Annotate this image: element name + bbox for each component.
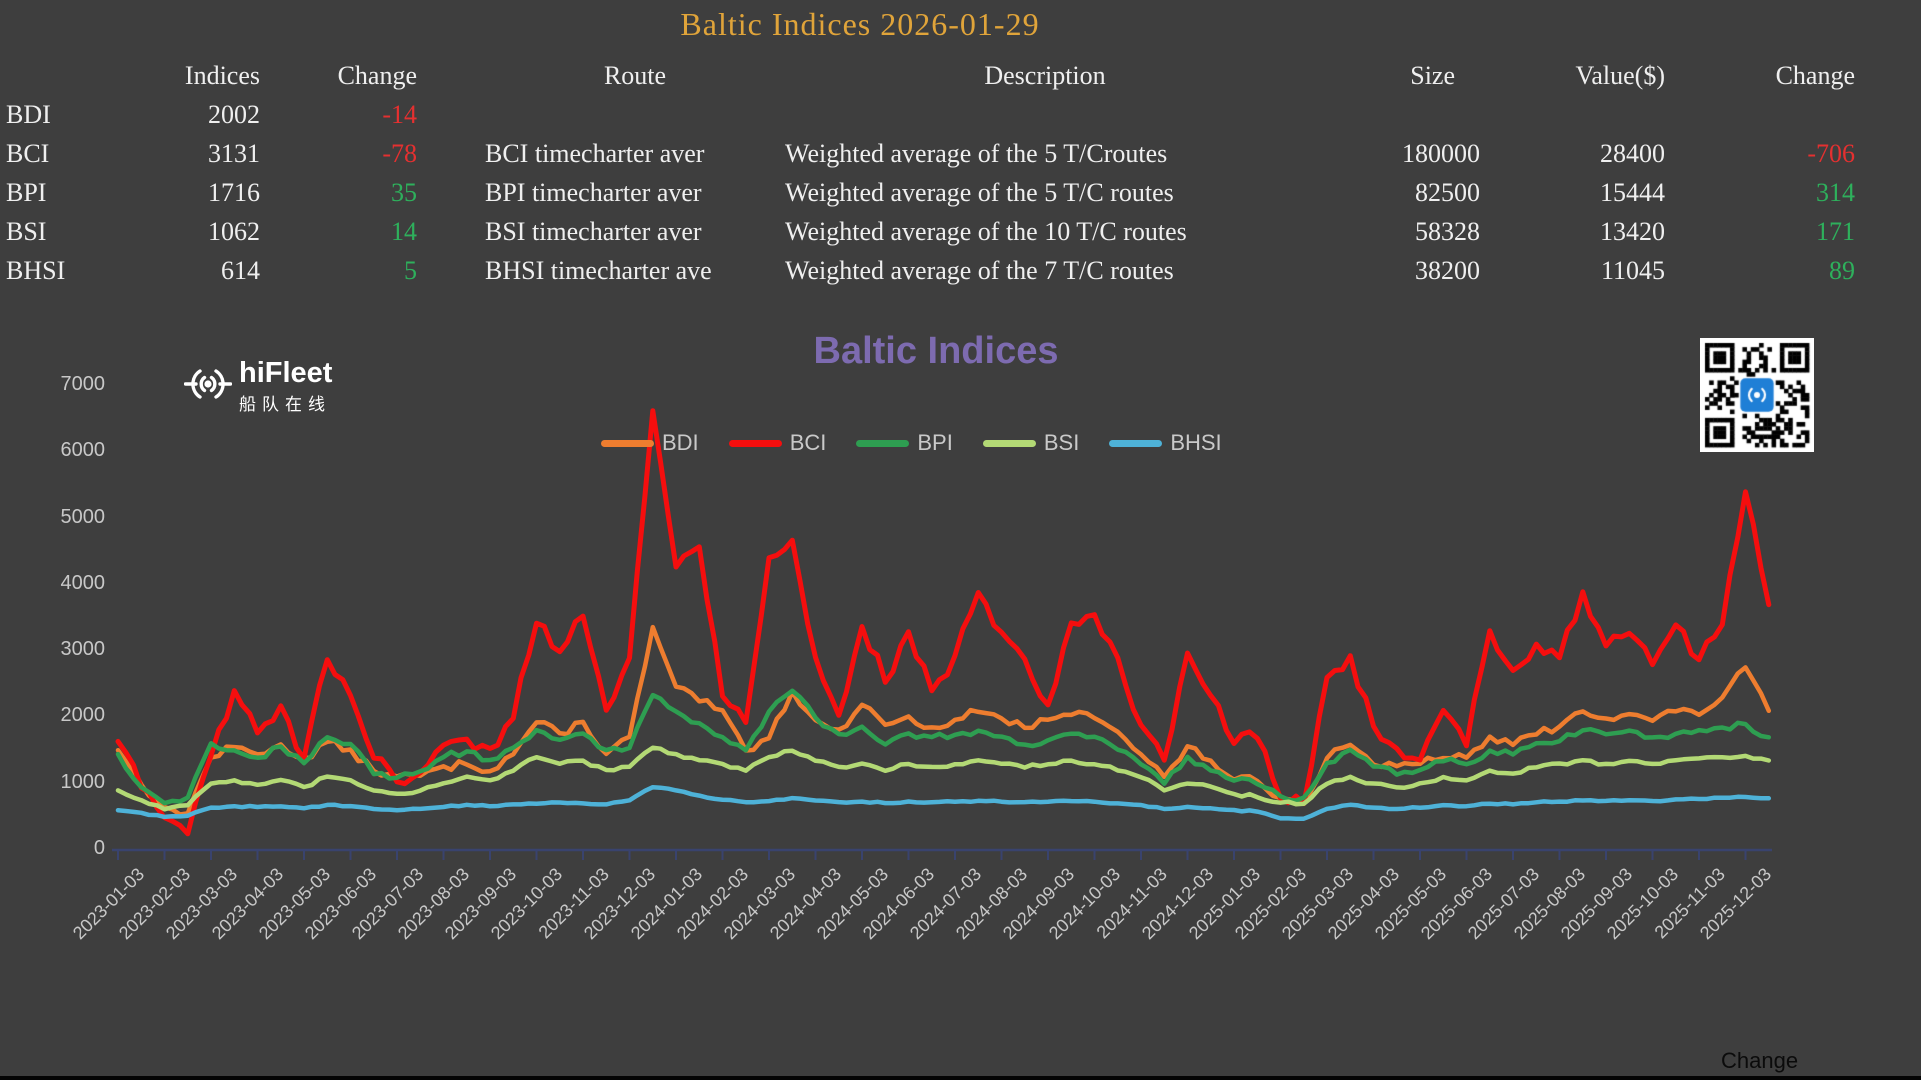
header-size: Size	[1410, 60, 1455, 90]
series-line-bsi	[115, 745, 1772, 812]
index-name: BHSI	[6, 255, 66, 285]
legend-item-bdi: BDI	[601, 430, 699, 456]
header-indices: Indices	[184, 60, 260, 90]
y-tick-label: 7000	[60, 373, 106, 395]
value-change: 314	[1816, 177, 1855, 207]
legend-swatch-bci	[728, 439, 782, 447]
index-value: 1716	[208, 177, 260, 207]
chart-title: Baltic Indices	[813, 330, 1059, 372]
table-row-bsi: BSI 1062 14 BSI timecharter aver Weighted av…	[0, 212, 1860, 251]
table-row-bpi: BPI 1716 35 BPI timecharter aver Weighted av…	[0, 173, 1860, 212]
y-tick-label: 3000	[60, 638, 106, 661]
chart-legend: BDI BCI BPI BSI BHSI	[601, 430, 1222, 456]
legend-swatch-bdi	[601, 439, 654, 447]
value: 15444	[1600, 177, 1665, 207]
size: 58328	[1415, 216, 1480, 246]
legend-item-bsi: BSI	[982, 430, 1080, 456]
description: Weighted average of the 10 T/C routes	[785, 216, 1187, 246]
index-name: BSI	[6, 216, 47, 246]
radar-center-dot	[204, 380, 212, 388]
legend-item-bpi: BPI	[856, 430, 953, 456]
header-route: Route	[603, 60, 667, 90]
table-row-bdi: BDI 2002 -14	[0, 95, 1860, 134]
table-header-row: Indices Change Route Description Size Value($…	[0, 56, 1860, 95]
value-change: 89	[1829, 255, 1855, 285]
description: Weighted average of the 7 T/C routes	[785, 255, 1174, 285]
route: BCI timecharter aver	[485, 138, 705, 168]
size: 82500	[1415, 177, 1480, 207]
description: Weighted average of the 5 T/Croutes	[785, 138, 1168, 168]
y-tick-label: 0	[93, 837, 105, 859]
qr-code	[1700, 338, 1814, 457]
bottom-change-label: Change	[1721, 1048, 1799, 1073]
value: 13420	[1600, 216, 1665, 246]
index-change: -78	[382, 138, 417, 168]
size: 38200	[1415, 255, 1480, 285]
legend-label: BHSI	[1170, 430, 1222, 455]
legend-label: BSI	[1043, 430, 1080, 455]
series-line-bhsi	[115, 784, 1772, 822]
index-value: 3131	[208, 138, 260, 168]
index-name: BPI	[6, 177, 47, 207]
y-tick-label: 5000	[60, 505, 106, 528]
route: BPI timecharter aver	[485, 177, 702, 207]
series-line-bpi	[115, 688, 1772, 806]
value: 28400	[1600, 138, 1665, 168]
index-change: 14	[391, 216, 417, 246]
index-change: 35	[391, 177, 417, 207]
y-tick-label: 4000	[60, 571, 106, 594]
indices-table: Indices Change Route Description Size Value($…	[0, 56, 1860, 290]
y-tick-label: 1000	[60, 770, 106, 793]
legend-item-bci: BCI	[728, 430, 827, 456]
index-value: 2002	[208, 99, 260, 129]
legend-swatch-bpi	[856, 439, 910, 447]
legend-label: BPI	[917, 430, 953, 455]
logo-name: hiFleet	[239, 357, 333, 389]
header-change: Change	[1775, 60, 1855, 90]
value-change: 171	[1816, 216, 1855, 246]
index-name: BDI	[6, 99, 51, 129]
value: 11045	[1600, 255, 1665, 285]
radar-broadcast-icon	[184, 369, 232, 399]
legend-label: BCI	[789, 430, 827, 455]
header-value: Value($)	[1575, 60, 1665, 90]
table-row-bci: BCI 3131 -78 BCI timecharter aver Weighted a…	[0, 134, 1860, 173]
bottom-edge-strip	[0, 1076, 1921, 1080]
logo-subtitle: 船队在线	[239, 395, 331, 414]
legend-swatch-bhsi	[1109, 439, 1163, 447]
header-change: Change	[337, 60, 417, 90]
route: BHSI timecharter ave	[485, 255, 712, 285]
legend-label: BDI	[662, 430, 699, 455]
logo-text-block: hiFleet 船队在线	[239, 358, 332, 415]
route: BSI timecharter aver	[485, 216, 702, 246]
legend-item-bhsi: BHSI	[1109, 430, 1222, 456]
description: Weighted average of the 5 T/C routes	[785, 177, 1174, 207]
index-change: 5	[404, 255, 417, 285]
hifleet-logo: hiFleet 船队在线	[184, 358, 332, 415]
index-value: 614	[221, 255, 260, 285]
legend-swatch-bsi	[982, 439, 1036, 447]
size: 180000	[1402, 138, 1480, 168]
y-tick-label: 2000	[60, 704, 106, 727]
header-description: Description	[984, 60, 1106, 90]
series-line-bci	[115, 408, 1772, 837]
y-tick-label: 6000	[60, 439, 106, 462]
table-row-bhsi: BHSI 614 5 BHSI timecharter ave Weighted ave…	[0, 251, 1860, 290]
index-change: -14	[382, 99, 417, 129]
page-title: Baltic Indices 2026-01-29	[680, 6, 1040, 42]
index-name: BCI	[6, 138, 50, 168]
value-change: -706	[1807, 138, 1855, 168]
index-value: 1062	[208, 216, 260, 246]
qr-code-image	[1700, 338, 1814, 452]
